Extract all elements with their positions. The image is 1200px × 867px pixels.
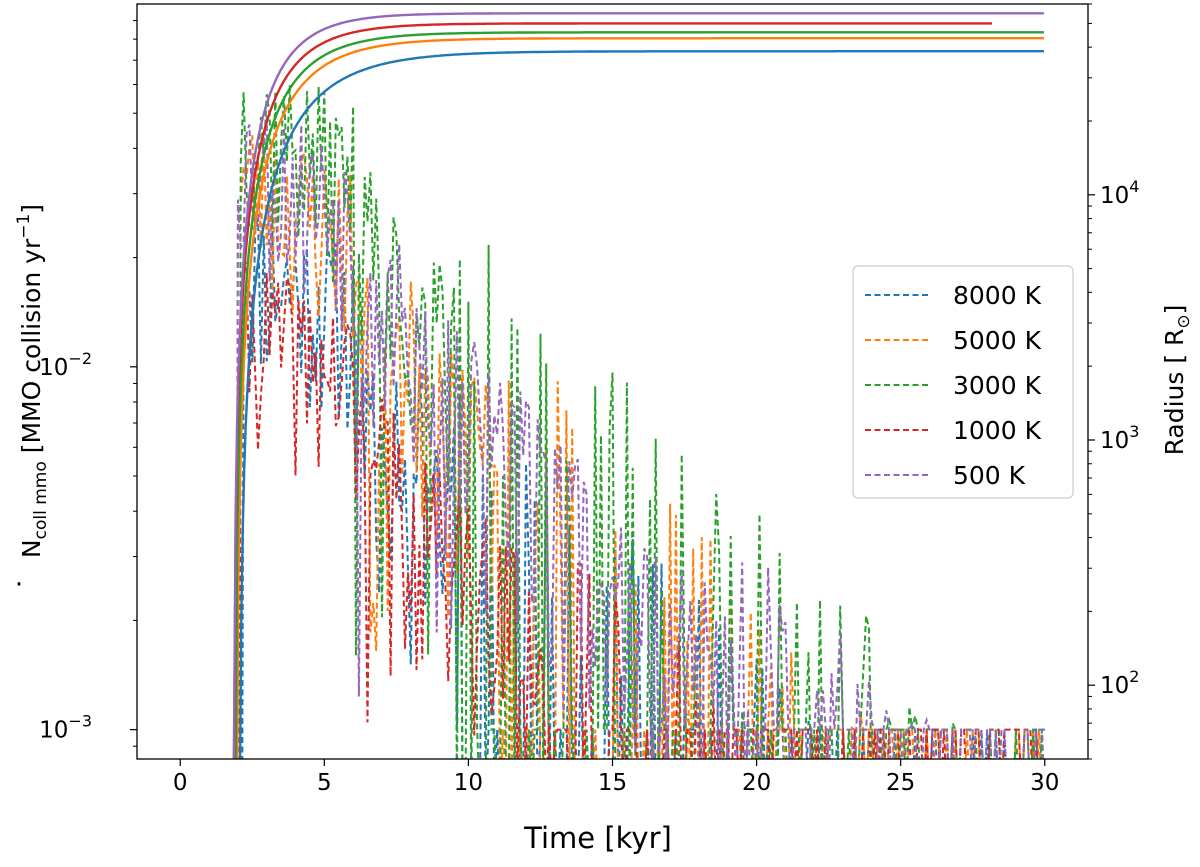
y-right-tick-label: 103 [1100,422,1139,454]
legend-label: 3000 K [953,371,1042,400]
x-tick-label: 15 [598,770,627,796]
y-right-label-close: ] [1160,305,1189,315]
y-right-label-base: Radius [ R [1160,329,1189,456]
legend-box [852,265,1074,499]
y-right-label-sub: ⊙ [1174,314,1194,328]
radius-series-500-k [232,12,1044,759]
rate-series-1000-k [238,253,1039,759]
legend-label: 1000 K [953,416,1042,445]
y-left-label-base: N [17,539,46,558]
x-tick-label: 30 [1030,770,1059,796]
y-axis-right-label: Radius [ R⊙] [1160,305,1194,456]
legend-label: 8000 K [953,281,1042,310]
rate-series-3000-k [238,84,1045,759]
rate-series-500-k [235,115,1045,759]
y-axis-left-label: Ncoll mmo [MMO collision yr−1] [14,204,51,558]
y-left-tick-label: 10−3 [39,712,92,744]
x-tick-label: 25 [886,770,915,796]
x-tick-label: 5 [317,770,332,796]
x-axis-label: Time [kyr] [523,821,672,855]
y-left-label-rest: [MMO collision yr [17,238,46,461]
radius-series-5000-k [235,37,1044,759]
x-tick-label: 20 [742,770,771,796]
x-tick-label: 0 [173,770,188,796]
y-right-tick-label: 104 [1100,177,1139,209]
y-right-tick-label: 102 [1100,667,1139,699]
axes-layer: 0 5 10 15 20 25 30 10−3 10−2 102 103 104 [39,3,1139,796]
legend-label: 500 K [953,461,1026,490]
legend-label: 5000 K [953,326,1042,355]
legend: 8000 K 5000 K 3000 K 1000 K 500 K [852,265,1074,499]
radius-series-8000-k [238,50,1044,759]
y-left-label-sup: −1 [14,214,34,239]
y-left-label-sub: coll mmo [31,461,51,539]
data-series-layer [232,12,1045,759]
y-left-label-dot: · [15,570,23,600]
radius-series-1000-k [232,22,992,759]
x-tick-label: 10 [454,770,483,796]
y-left-label-close: ] [17,204,46,214]
y-left-tick-label: 10−2 [39,349,92,381]
radius-series-3000-k [234,31,1044,759]
rate-series-8000-k [241,215,1045,759]
